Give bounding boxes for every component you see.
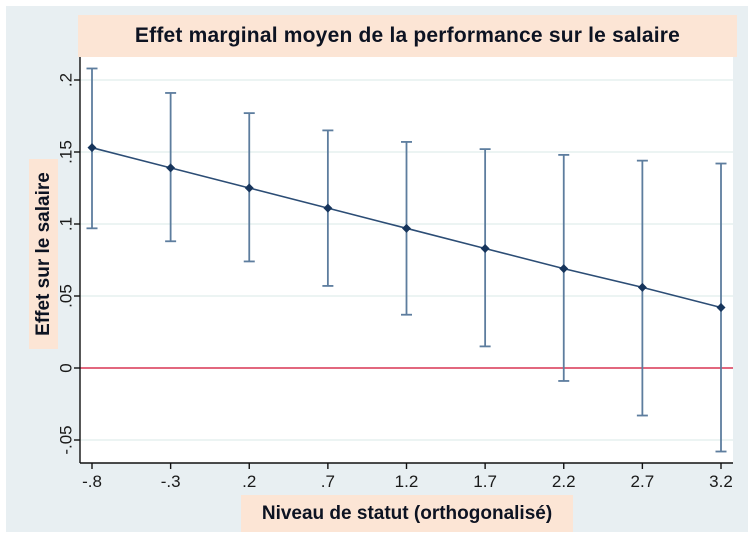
data-point-marker bbox=[166, 163, 176, 173]
y-tick-label: .15 bbox=[57, 140, 76, 164]
data-point-marker bbox=[480, 243, 490, 253]
y-axis-label: Effet sur le salaire bbox=[29, 159, 58, 349]
chart-title: Effet marginal moyen de la performance s… bbox=[78, 15, 737, 57]
x-axis-label: Niveau de statut (orthogonalisé) bbox=[241, 495, 573, 532]
x-axis-label-text: Niveau de statut (orthogonalisé) bbox=[261, 502, 553, 524]
data-point-marker bbox=[637, 282, 647, 292]
data-point-marker bbox=[244, 183, 254, 193]
data-point-marker bbox=[323, 203, 333, 213]
x-tick-label: 1.7 bbox=[473, 472, 497, 491]
x-tick-label: -.8 bbox=[82, 472, 102, 491]
y-tick-label: .1 bbox=[57, 217, 76, 231]
y-axis-label-text: Effet sur le salaire bbox=[32, 172, 54, 336]
x-tick-label: 2.7 bbox=[631, 472, 655, 491]
x-tick-label: .7 bbox=[321, 472, 335, 491]
data-point-marker bbox=[402, 223, 411, 233]
x-tick-label: 1.2 bbox=[395, 472, 419, 491]
y-tick-label: 0 bbox=[57, 363, 76, 372]
y-tick-label: .2 bbox=[57, 73, 76, 87]
y-tick-label: -.05 bbox=[57, 425, 76, 454]
x-tick-label: 2.2 bbox=[552, 472, 576, 491]
x-tick-label: 3.2 bbox=[709, 472, 733, 491]
chart-title-text: Effet marginal moyen de la performance s… bbox=[134, 24, 681, 47]
data-point-marker bbox=[716, 303, 726, 313]
data-point-marker bbox=[559, 264, 569, 274]
x-tick-label: .2 bbox=[242, 472, 256, 491]
y-tick-label: .05 bbox=[57, 284, 76, 308]
x-tick-label: -.3 bbox=[161, 472, 181, 491]
data-point-marker bbox=[87, 143, 97, 153]
